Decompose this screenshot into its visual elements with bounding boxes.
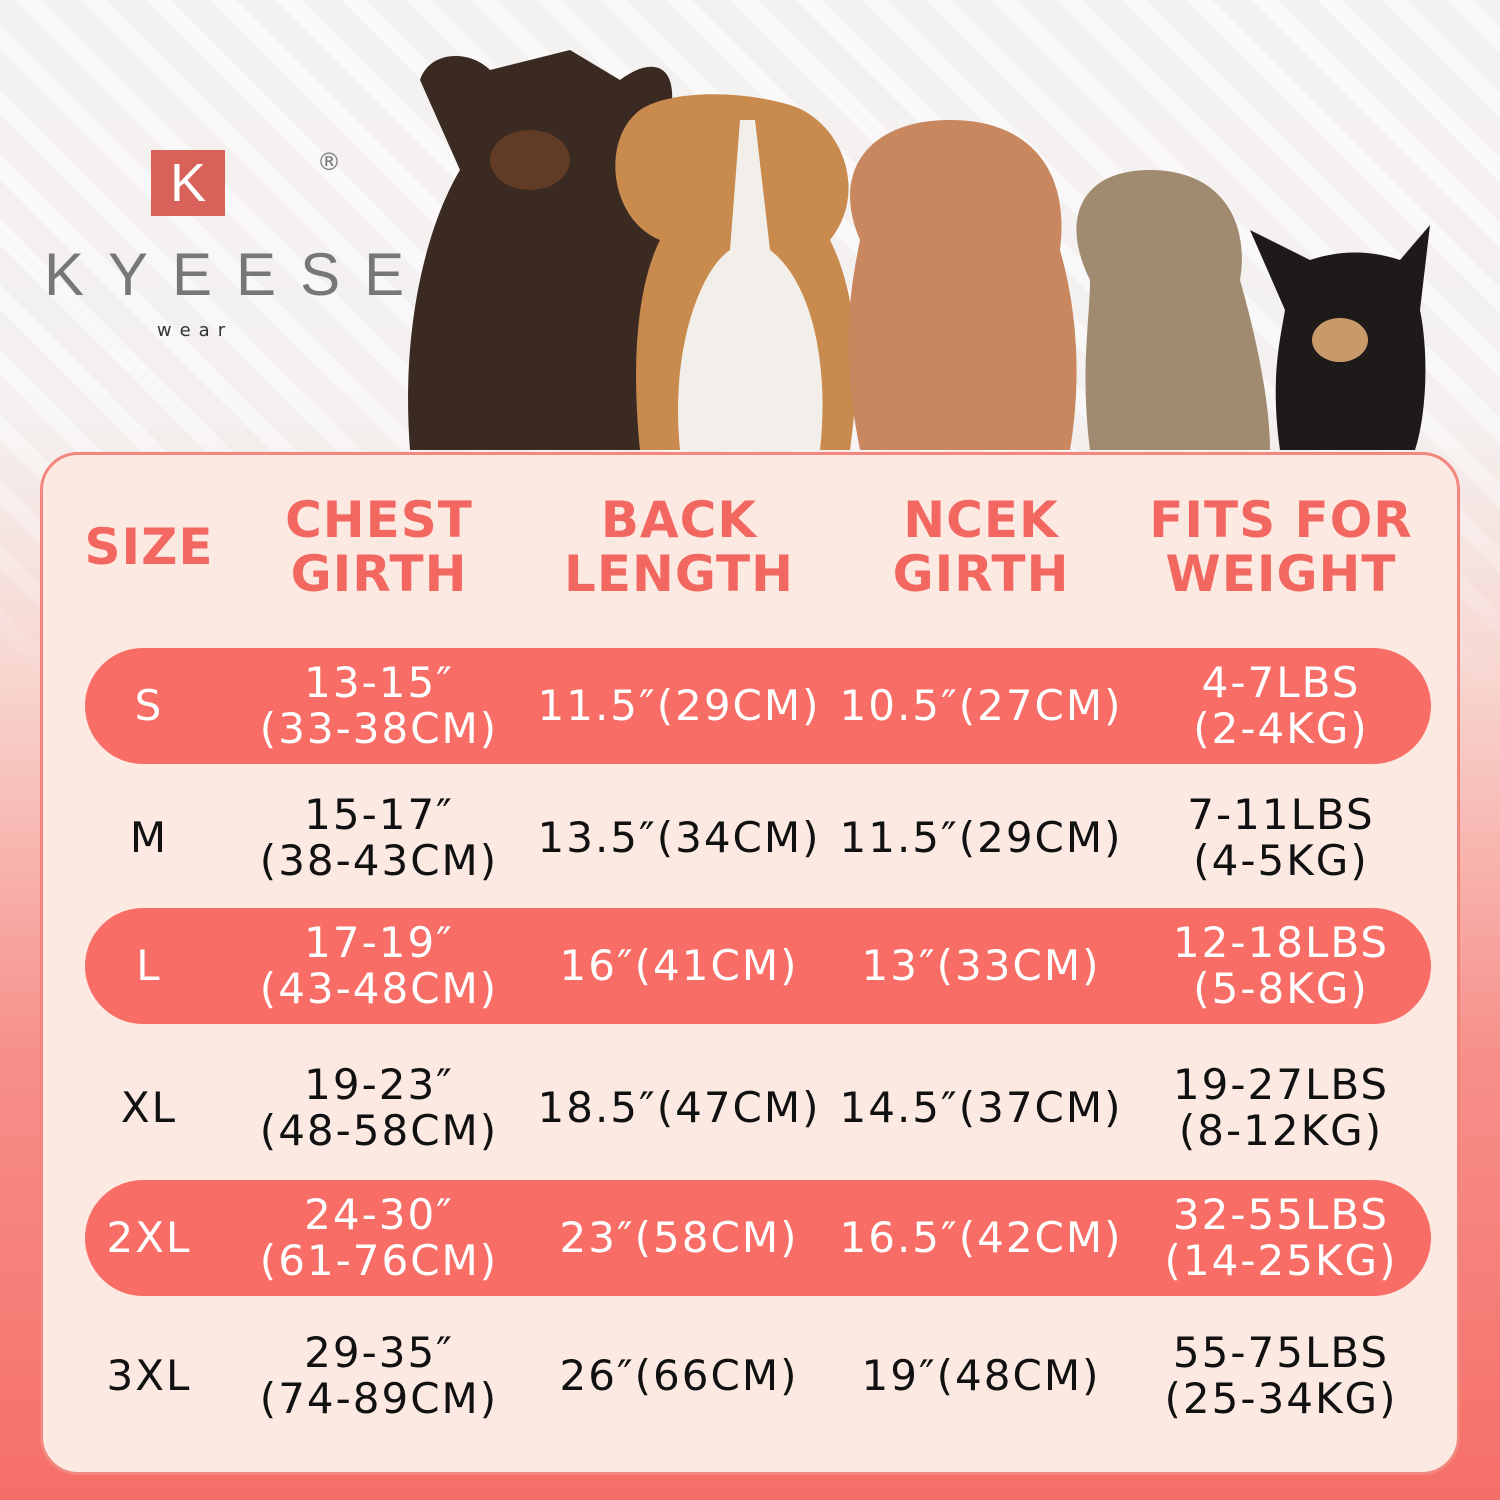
terrier-image bbox=[1076, 170, 1270, 450]
registered-mark: ® bbox=[317, 148, 341, 176]
chest-cell: 13-15″ (33-38CM) bbox=[259, 658, 499, 753]
weight-cell: 55-75LBS (25-34KG) bbox=[1164, 1328, 1398, 1423]
back-cell: 11.5″(29CM) bbox=[537, 681, 821, 730]
neck-cell: 13″(33CM) bbox=[861, 941, 1101, 990]
brand-sub: wear bbox=[156, 320, 234, 341]
weight-cell: 7-11LBS (4-5KG) bbox=[1187, 790, 1375, 885]
neck-cell: 11.5″(29CM) bbox=[839, 813, 1123, 862]
chest-cell: 15-17″ (38-43CM) bbox=[259, 790, 499, 885]
header-size: SIZE bbox=[84, 518, 214, 576]
table-row-2xl: 2XL 24-30″ (61-76CM) 23″(58CM) 16.5″(42CM) 32… bbox=[85, 1180, 1431, 1296]
table-row-l: L 17-19″ (43-48CM) 16″(41CM) 13″(33CM) 12-18L… bbox=[85, 908, 1431, 1024]
back-cell: 23″(58CM) bbox=[559, 1213, 799, 1262]
weight-cell: 4-7LBS (2-4KG) bbox=[1193, 658, 1369, 753]
back-cell: 13.5″(34CM) bbox=[537, 813, 821, 862]
neck-cell: 19″(48CM) bbox=[861, 1351, 1101, 1400]
table-row-3xl: 3XL 29-35″ (74-89CM) 26″(66CM) 19″(48CM) 55-7… bbox=[85, 1318, 1431, 1434]
size-cell: M bbox=[129, 813, 169, 862]
chest-cell: 24-30″ (61-76CM) bbox=[259, 1190, 499, 1285]
neck-cell: 14.5″(37CM) bbox=[839, 1083, 1123, 1132]
neck-cell: 16.5″(42CM) bbox=[839, 1213, 1123, 1262]
header-back-length: BACK LENGTH bbox=[564, 491, 794, 603]
header-chest-girth: CHEST GIRTH bbox=[285, 491, 473, 603]
size-cell: XL bbox=[120, 1083, 178, 1132]
header-neck-girth: NCEK GIRTH bbox=[892, 491, 1070, 603]
logo-mark: K bbox=[151, 150, 225, 216]
chihuahua-image bbox=[1250, 225, 1430, 450]
table-row-m: M 15-17″ (38-43CM) 13.5″(34CM) 11.5″(29CM) 7-… bbox=[85, 780, 1431, 896]
chest-cell: 17-19″ (43-48CM) bbox=[259, 918, 499, 1013]
back-cell: 18.5″(47CM) bbox=[537, 1083, 821, 1132]
doberman-image bbox=[408, 50, 673, 450]
weight-cell: 32-55LBS (14-25KG) bbox=[1164, 1190, 1398, 1285]
neck-cell: 10.5″(27CM) bbox=[839, 681, 1123, 730]
size-cell: 2XL bbox=[106, 1213, 192, 1262]
dogs-photo bbox=[408, 50, 1430, 451]
size-chart-table: SIZE CHEST GIRTH BACK LENGTH NCEK GIRTH FIT… bbox=[40, 452, 1460, 1475]
size-cell: 3XL bbox=[106, 1351, 192, 1400]
table-row-s: S 13-15″ (33-38CM) 11.5″(29CM) 10.5″(27CM) 4-… bbox=[85, 648, 1431, 764]
chest-cell: 29-35″ (74-89CM) bbox=[259, 1328, 499, 1423]
beagle-image bbox=[615, 94, 856, 451]
back-cell: 26″(66CM) bbox=[559, 1351, 799, 1400]
size-cell: S bbox=[134, 681, 164, 730]
poodle-image bbox=[848, 120, 1077, 450]
weight-cell: 12-18LBS (5-8KG) bbox=[1172, 918, 1390, 1013]
table-row-xl: XL 19-23″ (48-58CM) 18.5″(47CM) 14.5″(37CM) 1… bbox=[85, 1050, 1431, 1166]
weight-cell: 19-27LBS (8-12KG) bbox=[1172, 1060, 1390, 1155]
size-cell: L bbox=[136, 941, 162, 990]
back-cell: 16″(41CM) bbox=[559, 941, 799, 990]
header-weight: FITS FOR WEIGHT bbox=[1149, 491, 1413, 603]
chest-cell: 19-23″ (48-58CM) bbox=[259, 1060, 499, 1155]
brand-name: KYEESE bbox=[44, 241, 429, 308]
